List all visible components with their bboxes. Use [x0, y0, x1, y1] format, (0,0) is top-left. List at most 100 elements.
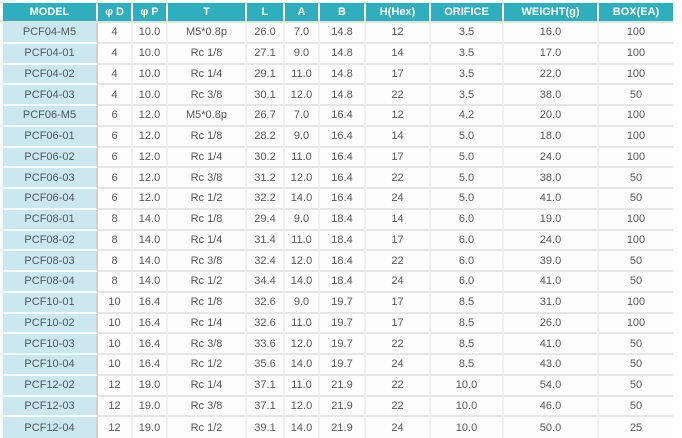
cell-orifice: 10.0	[431, 396, 504, 418]
cell-d: 4	[98, 23, 133, 44]
cell-hex: 22	[366, 251, 431, 272]
cell-box: 50	[599, 355, 673, 376]
cell-hex: 24	[366, 417, 431, 438]
cell-weight: 18.0	[504, 126, 599, 148]
table-row: PCF04-M5 4 10.0 M5*0.8p 26.0 7.0 14.8 12 3.5 16.0…	[3, 23, 673, 44]
table-row: PCF10-02 10 16.4 Rc 1/4 32.6 11.0 19.7 17 8.5 26.…	[3, 313, 673, 335]
cell-hex: 17	[366, 230, 431, 252]
cell-box: 100	[599, 23, 673, 44]
table-row: PCF08-01 8 14.0 Rc 1/8 29.4 9.0 18.4 14 6.0 19.0 1…	[3, 209, 673, 231]
cell-b: 16.4	[320, 168, 366, 189]
cell-box: 50	[599, 396, 673, 418]
cell-t: Rc 1/2	[168, 272, 247, 293]
cell-t: Rc 3/8	[168, 168, 247, 189]
cell-d: 12	[98, 396, 133, 418]
cell-p: 19.0	[133, 396, 168, 418]
table-row: PCF06-04 6 12.0 Rc 1/2 32.2 14.0 16.4 24 5.0 41.0…	[3, 189, 673, 210]
cell-box: 100	[599, 147, 673, 169]
cell-orifice: 3.5	[431, 43, 504, 65]
cell-p: 12.0	[133, 168, 168, 189]
cell-p: 10.0	[133, 64, 168, 86]
cell-t: Rc 3/8	[168, 396, 247, 418]
cell-b: 19.7	[320, 313, 366, 335]
table-row: PCF08-04 8 14.0 Rc 1/2 34.4 14.0 18.4 24 6.0 41.0…	[3, 272, 673, 293]
cell-orifice: 10.0	[431, 417, 504, 438]
table-row: PCF08-02 8 14.0 Rc 1/4 31.4 11.0 18.4 17 6.0 24.0…	[3, 230, 673, 252]
cell-weight: 24.0	[504, 230, 599, 252]
cell-l: 28.2	[247, 126, 285, 148]
cell-p: 10.0	[133, 43, 168, 65]
cell-orifice: 5.0	[431, 189, 504, 210]
table-row: PCF04-01 4 10.0 Rc 1/8 27.1 9.0 14.8 14 3.5 17.0 1…	[3, 43, 673, 65]
cell-a: 7.0	[285, 106, 320, 127]
table-row: PCF10-01 10 16.4 Rc 1/8 32.6 9.0 19.7 17 8.5 31.0…	[3, 292, 673, 314]
cell-hex: 17	[366, 292, 431, 314]
cell-l: 34.4	[247, 272, 285, 293]
cell-weight: 24.0	[504, 147, 599, 169]
cell-orifice: 6.0	[431, 272, 504, 293]
table-row: PCF10-04 10 16.4 Rc 1/2 35.6 14.0 19.7 24 8.5 43.…	[3, 355, 673, 376]
cell-hex: 17	[366, 147, 431, 169]
cell-l: 39.1	[247, 417, 285, 438]
cell-orifice: 3.5	[431, 85, 504, 106]
column-header-orifice: ORIFICE	[431, 3, 504, 23]
cell-model: PCF06-01	[3, 126, 98, 148]
cell-t: Rc 1/8	[168, 209, 247, 231]
cell-t: Rc 1/4	[168, 375, 247, 397]
cell-t: Rc 1/4	[168, 313, 247, 335]
cell-model: PCF06-04	[3, 189, 98, 210]
cell-t: Rc 1/8	[168, 43, 247, 65]
column-header-model: MODEL	[3, 3, 98, 23]
cell-box: 25	[599, 417, 673, 438]
cell-hex: 14	[366, 209, 431, 231]
cell-orifice: 8.5	[431, 355, 504, 376]
cell-model: PCF04-03	[3, 85, 98, 106]
cell-l: 31.2	[247, 168, 285, 189]
cell-weight: 54.0	[504, 375, 599, 397]
cell-orifice: 5.0	[431, 126, 504, 148]
cell-b: 16.4	[320, 189, 366, 210]
column-header-weight: WEIGHT(g)	[504, 3, 599, 23]
cell-box: 50	[599, 334, 673, 355]
cell-t: Rc 1/2	[168, 355, 247, 376]
cell-t: Rc 1/2	[168, 189, 247, 210]
table-row: PCF12-04 12 19.0 Rc 1/2 39.1 14.0 21.9 24 10.0 50…	[3, 417, 673, 438]
cell-b: 18.4	[320, 209, 366, 231]
cell-hex: 14	[366, 126, 431, 148]
cell-model: PCF06-M5	[3, 106, 98, 127]
cell-model: PCF08-01	[3, 209, 98, 231]
cell-box: 50	[599, 189, 673, 210]
cell-t: Rc 1/4	[168, 230, 247, 252]
cell-orifice: 6.0	[431, 251, 504, 272]
cell-l: 29.4	[247, 209, 285, 231]
cell-orifice: 3.5	[431, 64, 504, 86]
cell-b: 14.8	[320, 43, 366, 65]
cell-weight: 46.0	[504, 396, 599, 418]
cell-t: Rc 1/4	[168, 64, 247, 86]
cell-t: Rc 1/4	[168, 147, 247, 169]
cell-orifice: 6.0	[431, 209, 504, 231]
cell-b: 16.4	[320, 147, 366, 169]
table-row: PCF04-02 4 10.0 Rc 1/4 29.1 11.0 14.8 17 3.5 22.0…	[3, 64, 673, 86]
cell-d: 10	[98, 355, 133, 376]
cell-a: 12.0	[285, 396, 320, 418]
cell-orifice: 4.2	[431, 106, 504, 127]
cell-d: 12	[98, 375, 133, 397]
column-header-box: BOX(EA)	[599, 3, 673, 23]
cell-d: 10	[98, 334, 133, 355]
column-header-a: A	[285, 3, 320, 23]
cell-box: 100	[599, 230, 673, 252]
cell-l: 37.1	[247, 375, 285, 397]
cell-box: 100	[599, 126, 673, 148]
cell-d: 4	[98, 64, 133, 86]
cell-l: 33.6	[247, 334, 285, 355]
cell-box: 100	[599, 43, 673, 65]
cell-model: PCF12-03	[3, 396, 98, 418]
cell-hex: 22	[366, 334, 431, 355]
cell-t: Rc 1/8	[168, 126, 247, 148]
cell-d: 6	[98, 106, 133, 127]
table-row: PCF06-03 6 12.0 Rc 3/8 31.2 12.0 16.4 22 5.0 38.0…	[3, 168, 673, 189]
